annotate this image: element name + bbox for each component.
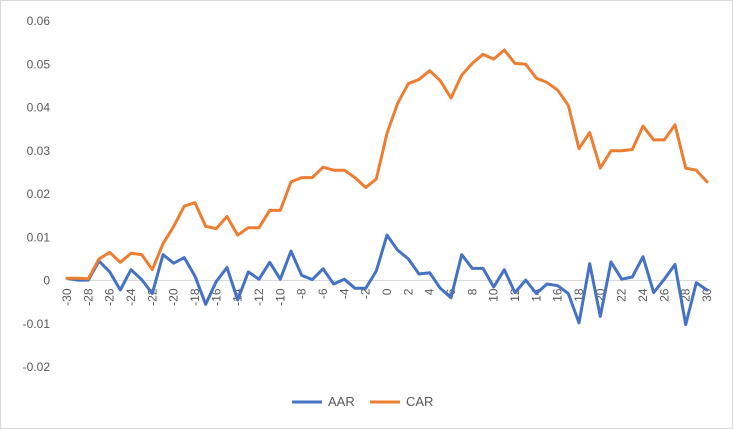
- x-tick-label: 10: [487, 288, 501, 302]
- x-tick-label: 16: [551, 288, 565, 302]
- x-tick-label: -28: [81, 288, 95, 306]
- y-axis-labels: 0.06 0.05 0.04 0.03 0.02 0.01 0 -0.01 -0.02: [23, 14, 51, 374]
- x-tick-label: 0: [380, 288, 394, 295]
- x-tick-label: 4: [423, 288, 437, 295]
- y-tick-label: 0.02: [27, 187, 51, 201]
- x-tick-label: 8: [465, 288, 479, 295]
- x-tick-label: -26: [103, 288, 117, 306]
- y-tick-label: 0.03: [27, 144, 51, 158]
- x-tick-label: -16: [209, 288, 223, 306]
- legend: AAR CAR: [292, 394, 433, 409]
- series-group: [65, 48, 709, 327]
- x-tick-label: -2: [359, 288, 373, 299]
- y-tick-label: -0.01: [23, 317, 51, 331]
- x-tick-label: 22: [615, 288, 629, 302]
- x-axis-labels: -30 -28 -26 -24 -22 -20 -18 -16 -14 -12 -10 -8 -6 -4-…: [60, 288, 714, 306]
- x-tick-label: 30: [700, 288, 714, 302]
- y-tick-label: -0.02: [23, 360, 51, 374]
- x-tick-label: -8: [295, 288, 309, 299]
- y-tick-label: 0.06: [27, 14, 51, 28]
- x-tick-label: -24: [124, 288, 138, 306]
- x-tick-label: -20: [167, 288, 181, 306]
- x-tick-label: -6: [316, 288, 330, 299]
- legend-label-aar: AAR: [328, 394, 355, 409]
- x-tick-label: 12: [508, 288, 522, 302]
- y-tick-label: 0.04: [27, 101, 51, 115]
- x-tick-label: -30: [60, 288, 74, 306]
- x-tick-label: -18: [188, 288, 202, 306]
- x-tick-label: -10: [273, 288, 287, 306]
- x-tick-label: 2: [401, 288, 415, 295]
- x-tick-label: -12: [252, 288, 266, 306]
- x-tick-label: -4: [337, 288, 351, 299]
- legend-label-car: CAR: [406, 394, 433, 409]
- x-tick-label: 24: [636, 288, 650, 302]
- x-tick-label: 26: [657, 288, 671, 302]
- y-tick-label: 0.01: [27, 230, 51, 244]
- y-tick-label: 0.05: [27, 57, 51, 71]
- x-tick-label: -22: [145, 288, 159, 306]
- y-tick-label: 0: [43, 274, 50, 288]
- series-line-aar: [65, 233, 709, 327]
- series-line-car: [65, 48, 709, 281]
